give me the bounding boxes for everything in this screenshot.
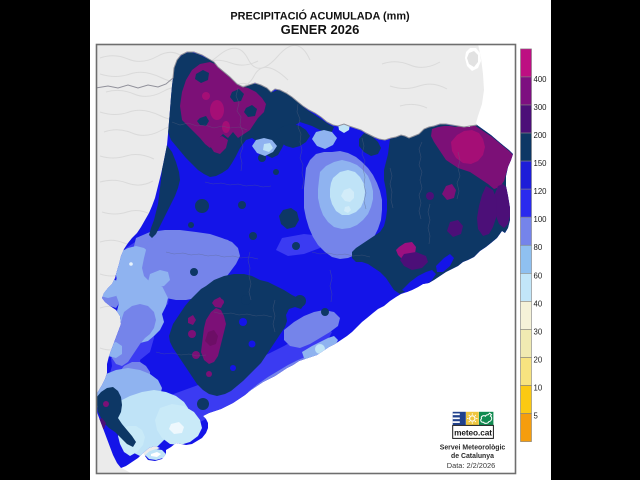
svg-text:30: 30 bbox=[534, 327, 543, 336]
svg-text:20: 20 bbox=[534, 355, 543, 364]
svg-text:120: 120 bbox=[534, 187, 548, 196]
svg-text:10: 10 bbox=[534, 384, 543, 393]
svg-text:60: 60 bbox=[534, 271, 543, 280]
svg-text:200: 200 bbox=[534, 131, 548, 140]
svg-text:300: 300 bbox=[534, 103, 548, 112]
svg-text:40: 40 bbox=[534, 299, 543, 308]
svg-text:meteo.cat: meteo.cat bbox=[454, 427, 492, 437]
svg-text:Data: 2/2/2026: Data: 2/2/2026 bbox=[447, 461, 496, 470]
svg-text:PRECIPITACIÓ ACUMULADA (mm): PRECIPITACIÓ ACUMULADA (mm) bbox=[230, 10, 410, 23]
svg-text:400: 400 bbox=[534, 75, 548, 84]
svg-text:150: 150 bbox=[534, 159, 548, 168]
svg-text:Servei Meteorològic: Servei Meteorològic bbox=[440, 445, 506, 452]
svg-text:5: 5 bbox=[534, 412, 539, 421]
svg-text:de Catalunya: de Catalunya bbox=[451, 453, 494, 460]
svg-text:80: 80 bbox=[534, 243, 543, 252]
svg-text:100: 100 bbox=[534, 215, 548, 224]
svg-text:GENER 2026: GENER 2026 bbox=[281, 22, 360, 37]
